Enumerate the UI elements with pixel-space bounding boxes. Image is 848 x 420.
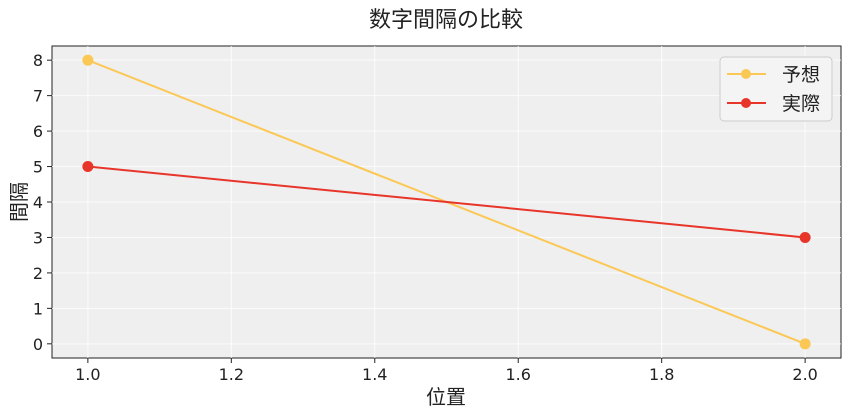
- data-point-1: [799, 231, 811, 243]
- y-tick-label: 2: [33, 264, 43, 283]
- legend-marker-1: [741, 98, 751, 108]
- data-point-1: [82, 161, 94, 173]
- x-tick-label: 1.2: [219, 365, 244, 384]
- x-axis-label: 位置: [426, 385, 466, 409]
- data-point-0: [799, 338, 811, 350]
- x-tick-label: 1.8: [649, 365, 674, 384]
- x-axis: 1.0 1.2 1.4 1.6 1.8 2.0: [75, 358, 818, 384]
- legend-marker-0: [741, 69, 751, 79]
- y-tick-label: 8: [33, 51, 43, 70]
- legend-label-1: 実際: [782, 93, 820, 115]
- series-layer: [82, 54, 811, 350]
- x-tick-label: 1.0: [75, 365, 100, 384]
- chart-title: 数字間隔の比較: [369, 8, 523, 33]
- y-tick-label: 0: [33, 335, 43, 354]
- x-tick-label: 1.6: [506, 365, 531, 384]
- y-axis: 0 1 2 3 4 5 6 7 8: [33, 51, 52, 354]
- x-tick-label: 2.0: [792, 365, 817, 384]
- data-point-0: [82, 54, 94, 66]
- y-axis-label: 間隔: [7, 182, 31, 222]
- series-line-1: [87, 165, 806, 239]
- y-tick-label: 3: [33, 228, 43, 247]
- legend: 予想 実際: [719, 56, 833, 122]
- x-tick-label: 1.4: [362, 365, 387, 384]
- y-tick-label: 5: [33, 158, 43, 177]
- y-tick-label: 1: [33, 299, 43, 318]
- y-tick-label: 7: [33, 87, 43, 106]
- y-tick-label: 6: [33, 122, 43, 141]
- legend-label-0: 予想: [782, 64, 820, 86]
- y-tick-label: 4: [33, 193, 43, 212]
- grid: [52, 46, 841, 358]
